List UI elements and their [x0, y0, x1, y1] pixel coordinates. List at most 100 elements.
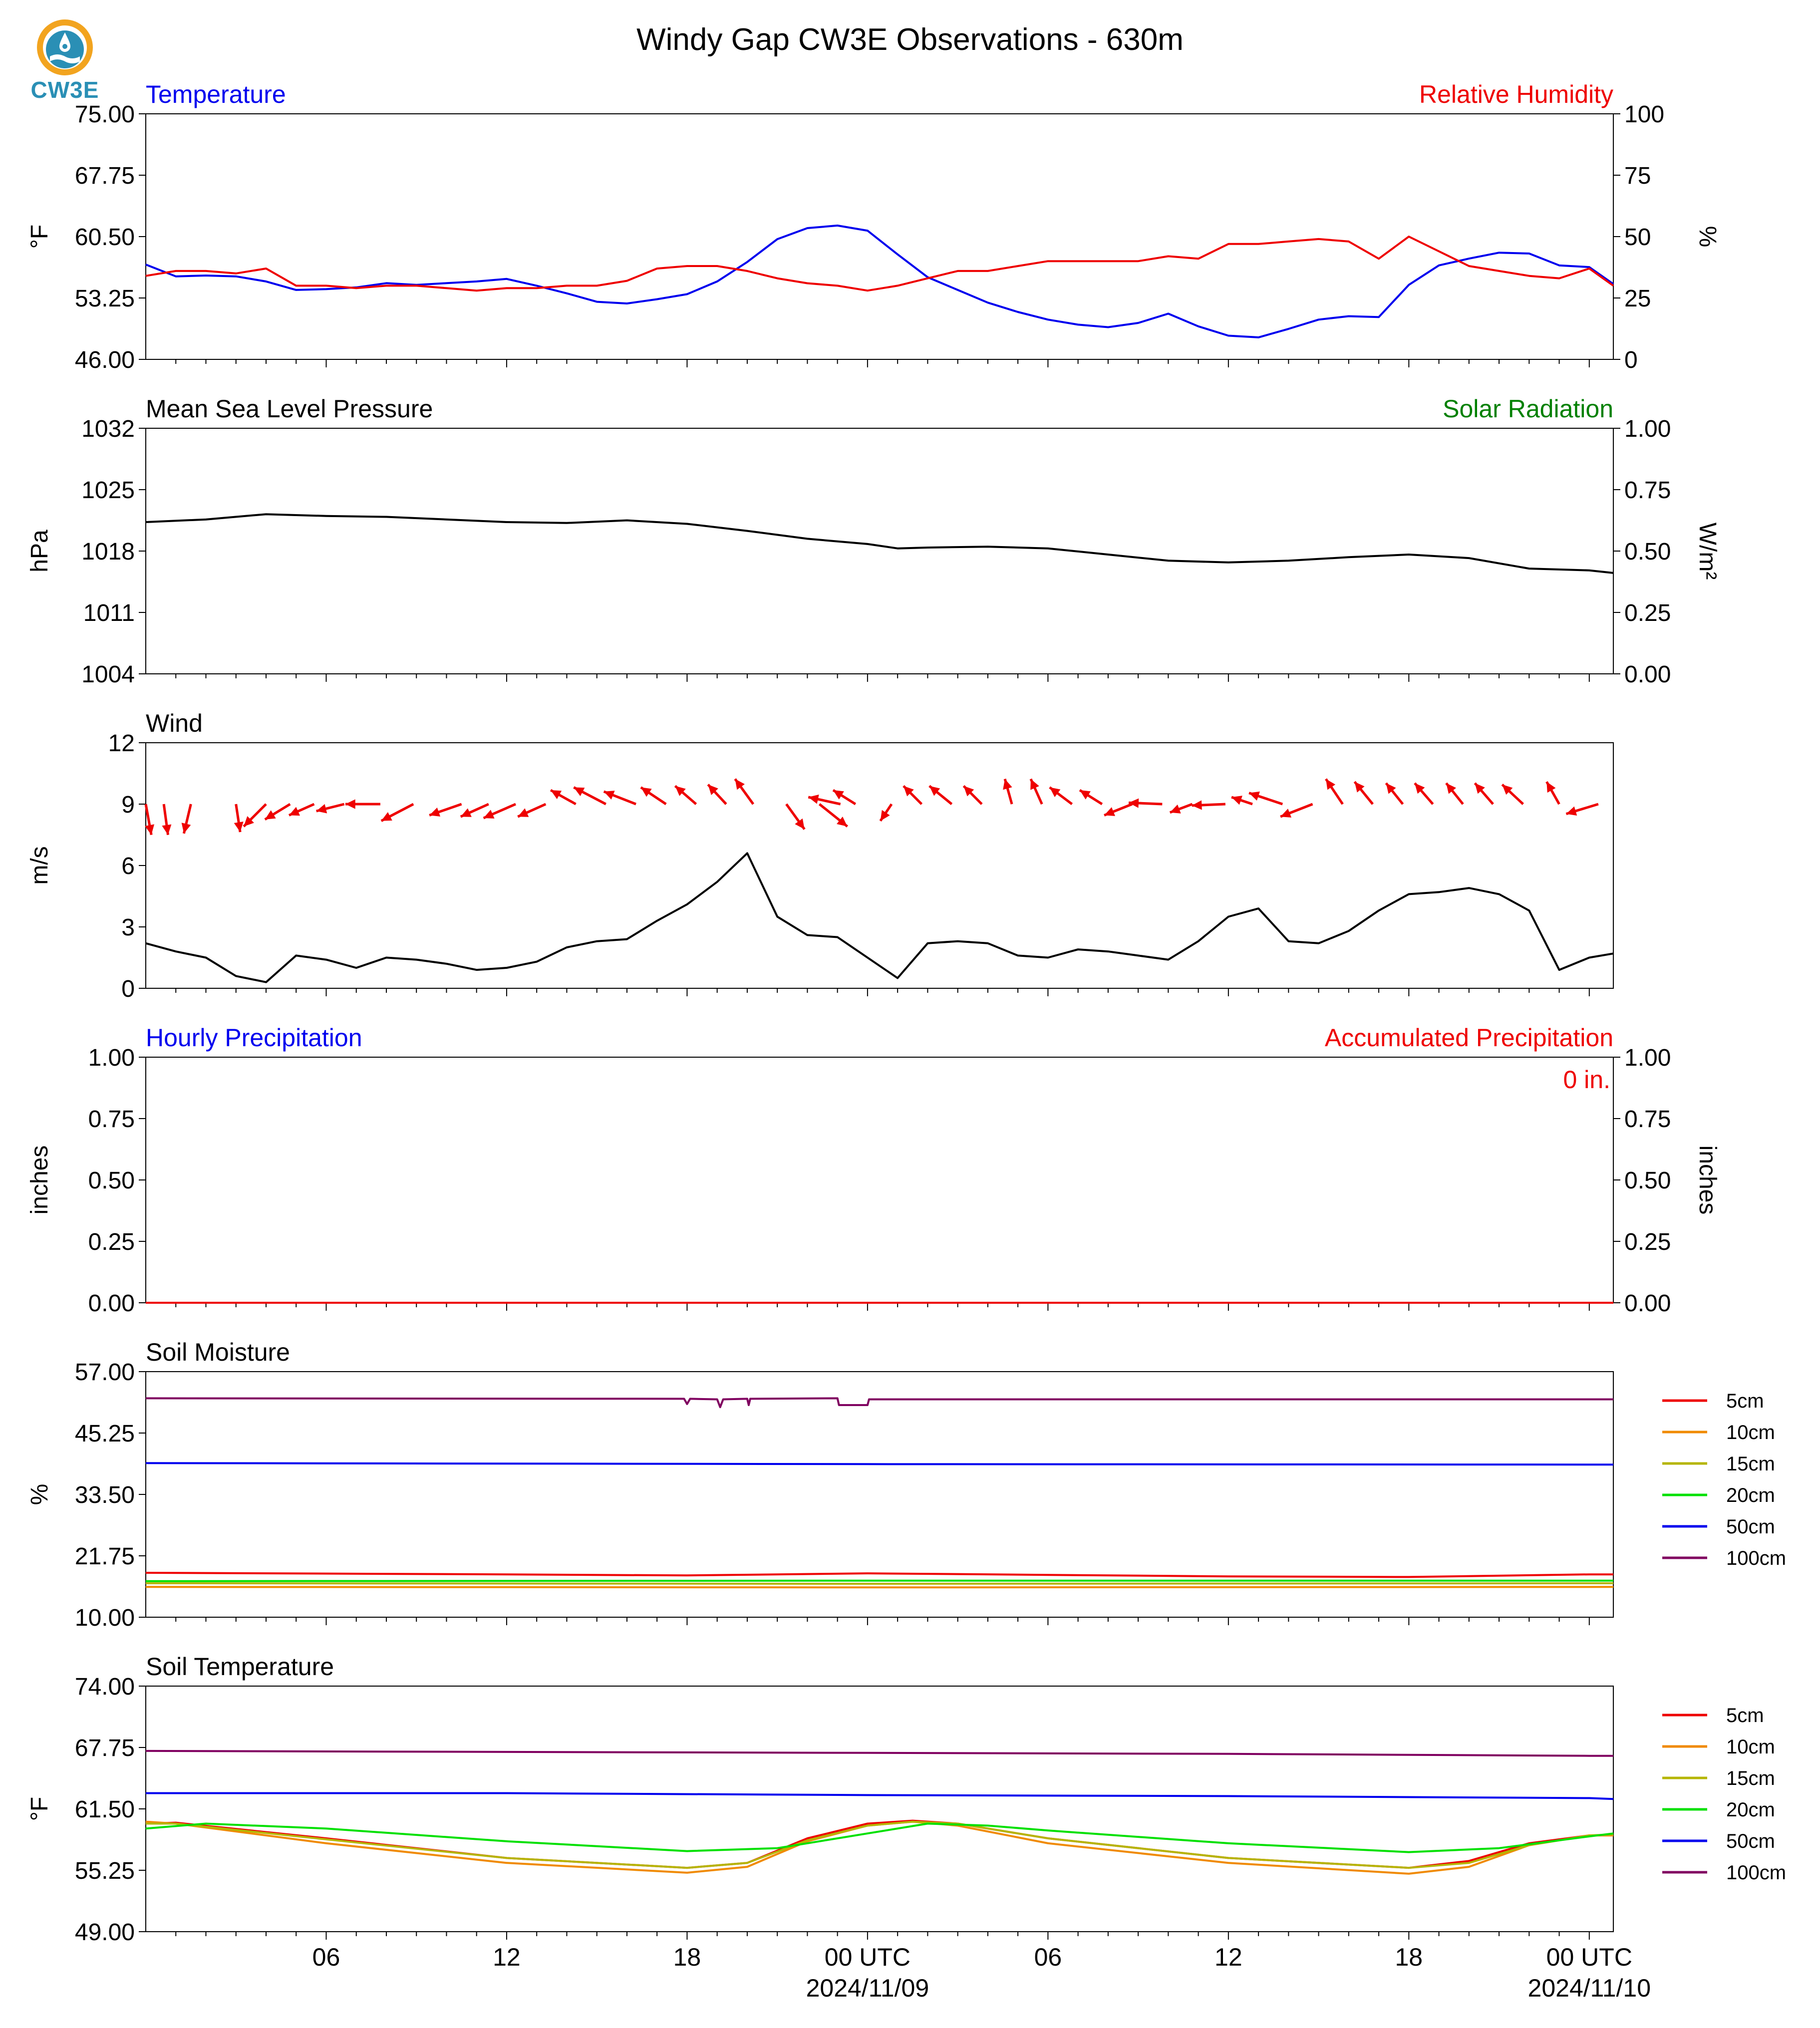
cw3e-logo-icon — [37, 19, 93, 75]
panel-temp_rh: 75.00 67.75 60.50 53.25 46.00 100 75 50 25 0 °F % Te… — [26, 80, 1721, 373]
y-tick-label: 0 — [121, 976, 135, 1002]
x-tick-label: 06 — [1034, 1943, 1062, 1971]
series-line-temperature — [145, 224, 1614, 338]
y-right-tick-label: 1.00 — [1624, 416, 1671, 442]
figure-title: Windy Gap CW3E Observations - 630m — [636, 22, 1184, 57]
wind-arrow-head — [795, 818, 805, 830]
x-tick-label: 18 — [1395, 1943, 1423, 1971]
series-line-100cm — [145, 1397, 1613, 1409]
wind-arrow-head — [1003, 779, 1012, 790]
legend-label: 100cm — [1726, 1547, 1786, 1569]
wind-arrow-head — [1566, 806, 1577, 816]
x-tick-label: 00 UTC — [1546, 1943, 1632, 1971]
y-tick-label: 57.00 — [75, 1359, 135, 1386]
wind-arrow-head — [181, 823, 191, 834]
legend-label: 20cm — [1726, 1799, 1775, 1821]
wind-arrow-head — [837, 816, 848, 827]
y-right-tick-label: 0.00 — [1624, 1290, 1671, 1317]
y-tick-label: 55.25 — [75, 1858, 135, 1884]
panel-wind: 12 9 6 3 0 m/s Wind — [26, 709, 1614, 1002]
cw3e-logo: CW3E — [27, 17, 102, 105]
wind-arrow-head — [1104, 807, 1116, 816]
wind-arrow-head — [234, 821, 244, 832]
wind-arrow-head — [1129, 798, 1139, 808]
y-right-tick-label: 0.75 — [1624, 477, 1671, 504]
y-right-tick-label: 0.25 — [1624, 1229, 1671, 1255]
wind-arrow-head — [244, 816, 254, 827]
y-right-tick-label: 75 — [1624, 163, 1651, 189]
x-date-label: 2024/11/09 — [806, 1974, 929, 2002]
wind-arrow-head — [808, 794, 819, 804]
y-right-axis-label: W/m² — [1694, 523, 1721, 580]
panel-pressure: 1032 1025 1018 1011 1004 1.00 0.75 0.50 0.25 0.00… — [26, 395, 1721, 688]
legend-label: 5cm — [1726, 1390, 1764, 1412]
y-right-tick-label: 0.25 — [1624, 600, 1671, 626]
y-right-tick-label: 100 — [1624, 101, 1664, 128]
accumulated-total-label: 0 in. — [1563, 1066, 1610, 1094]
panel-soil_moisture: 57.00 45.25 33.50 21.75 10.00% Soil Moisture 5… — [26, 1338, 1786, 1631]
y-tick-label: 75.00 — [75, 101, 135, 128]
y-axis-label: hPa — [26, 530, 53, 573]
wind-arrow-head — [1475, 783, 1485, 794]
y-tick-label: 0.00 — [88, 1290, 135, 1317]
panel-precip: 1.00 0.75 0.50 0.25 0.00 1.00 0.75 0.50 0.25 0.00… — [26, 1024, 1721, 1317]
y-tick-label: 0.75 — [88, 1106, 135, 1133]
wind-arrow-head — [1386, 783, 1396, 794]
wind-arrow-head — [1192, 800, 1202, 810]
wind-arrow-head — [551, 790, 562, 799]
y-right-tick-label: 0.50 — [1624, 1167, 1671, 1194]
y-right-tick-label: 0 — [1624, 347, 1638, 373]
y-tick-label: 3 — [121, 914, 135, 941]
y-tick-label: 49.00 — [75, 1919, 135, 1946]
panel-title-left: Hourly Precipitation — [146, 1024, 362, 1052]
wind-arrow-head — [1030, 779, 1039, 790]
plot-frame — [145, 1057, 1614, 1303]
series-line-15cm — [146, 1820, 1614, 1869]
x-tick-label: 12 — [1214, 1943, 1242, 1971]
wind-arrow-head — [1080, 790, 1091, 800]
y-right-tick-label: 25 — [1624, 286, 1651, 312]
y-tick-label: 1004 — [81, 661, 135, 688]
wind-arrow-head — [1354, 782, 1365, 793]
y-right-tick-label: 0.75 — [1624, 1106, 1671, 1133]
y-tick-label: 1.00 — [88, 1045, 135, 1071]
y-tick-label: 45.25 — [75, 1421, 135, 1447]
wind-arrow-head — [708, 784, 718, 795]
wind-arrow-head — [381, 812, 392, 821]
wind-arrow-head — [1326, 779, 1336, 790]
wind-arrow-head — [675, 786, 686, 796]
legend-label: 15cm — [1726, 1453, 1775, 1475]
y-tick-label: 67.75 — [75, 1735, 135, 1761]
series-line-50cm — [145, 1462, 1614, 1466]
wind-arrow-head — [289, 807, 300, 816]
wind-arrow-head — [903, 786, 914, 797]
y-axis-label: % — [26, 1484, 53, 1505]
plot-frame — [145, 1686, 1614, 1932]
y-tick-label: 1018 — [81, 539, 135, 565]
y-tick-label: 0.50 — [88, 1167, 135, 1194]
wind-arrow-head — [345, 799, 355, 809]
series-line-20cm — [145, 1822, 1614, 1853]
legend-label: 50cm — [1726, 1516, 1775, 1538]
y-tick-label: 10.00 — [75, 1605, 135, 1631]
wind-arrow-head — [265, 810, 276, 820]
y-right-tick-label: 1.00 — [1624, 1045, 1671, 1071]
wind-arrow-head — [963, 786, 974, 797]
panel-title-right: Solar Radiation — [1443, 395, 1613, 423]
panel-title-right: Accumulated Precipitation — [1325, 1024, 1613, 1052]
legend-label: 10cm — [1726, 1736, 1775, 1758]
panel-soil_temp: 74.00 67.75 61.50 55.25 49.00 °F Soil Temperat… — [26, 1653, 1786, 2002]
y-tick-label: 61.50 — [75, 1796, 135, 1823]
series-line-50cm — [146, 1792, 1614, 1800]
legend-label: 100cm — [1726, 1862, 1786, 1884]
y-right-tick-label: 0.50 — [1624, 539, 1671, 565]
x-date-label: 2024/11/10 — [1528, 1974, 1651, 2002]
y-tick-label: 1011 — [83, 600, 135, 626]
y-tick-label: 46.00 — [75, 347, 135, 373]
x-tick-label: 06 — [312, 1943, 340, 1971]
legend-label: 10cm — [1726, 1422, 1775, 1444]
logo-text: CW3E — [30, 77, 99, 103]
panel-title-left: Temperature — [146, 80, 286, 108]
y-axis-label: °F — [26, 1797, 53, 1821]
